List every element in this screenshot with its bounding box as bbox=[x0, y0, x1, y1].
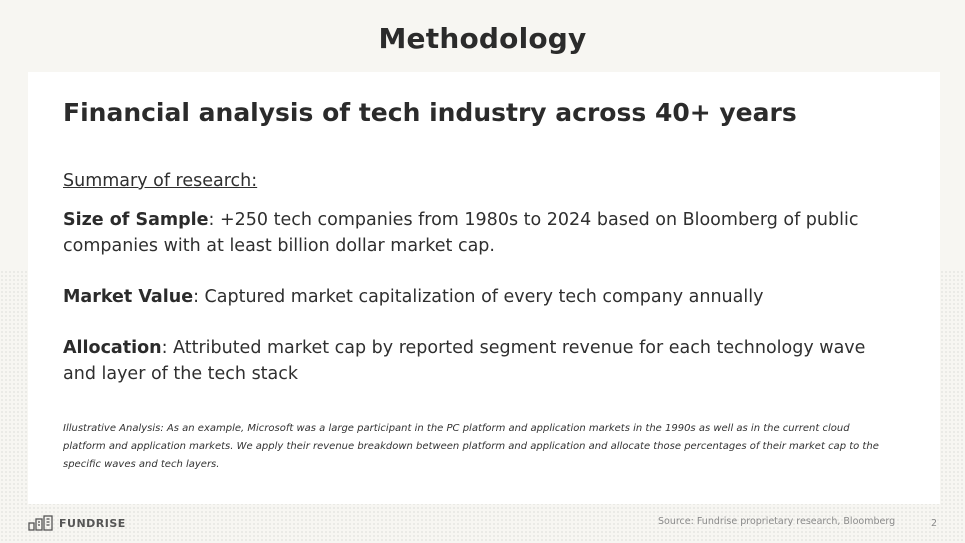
card-heading: Financial analysis of tech industry acro… bbox=[63, 98, 797, 127]
content-card: Financial analysis of tech industry acro… bbox=[28, 72, 940, 504]
sample-size-term: Size of Sample bbox=[63, 210, 209, 230]
summary-label: Summary of research: bbox=[63, 171, 258, 191]
logo-text: FUNDRISE bbox=[59, 516, 126, 530]
allocation-term: Allocation bbox=[63, 338, 162, 358]
sample-size-text: : +250 tech companies from 1980s to 2024… bbox=[63, 210, 859, 256]
allocation-text: : Attributed market cap by reported segm… bbox=[63, 338, 866, 384]
market-value-text: : Captured market capitalization of ever… bbox=[193, 287, 764, 307]
source-note: Source: Fundrise proprietary research, B… bbox=[658, 516, 896, 527]
market-value-term: Market Value bbox=[63, 287, 194, 307]
page-number: 2 bbox=[931, 518, 938, 529]
sample-size-paragraph: Size of Sample: +250 tech companies from… bbox=[63, 207, 893, 259]
market-value-paragraph: Market Value: Captured market capitaliza… bbox=[63, 284, 893, 310]
slide-title: Methodology bbox=[378, 22, 587, 55]
allocation-paragraph: Allocation: Attributed market cap by rep… bbox=[63, 335, 893, 387]
illustrative-analysis-note: Illustrative Analysis: As an example, Mi… bbox=[63, 423, 879, 470]
fundrise-buildings-icon bbox=[28, 515, 53, 531]
fundrise-logo: FUNDRISE bbox=[28, 515, 126, 531]
